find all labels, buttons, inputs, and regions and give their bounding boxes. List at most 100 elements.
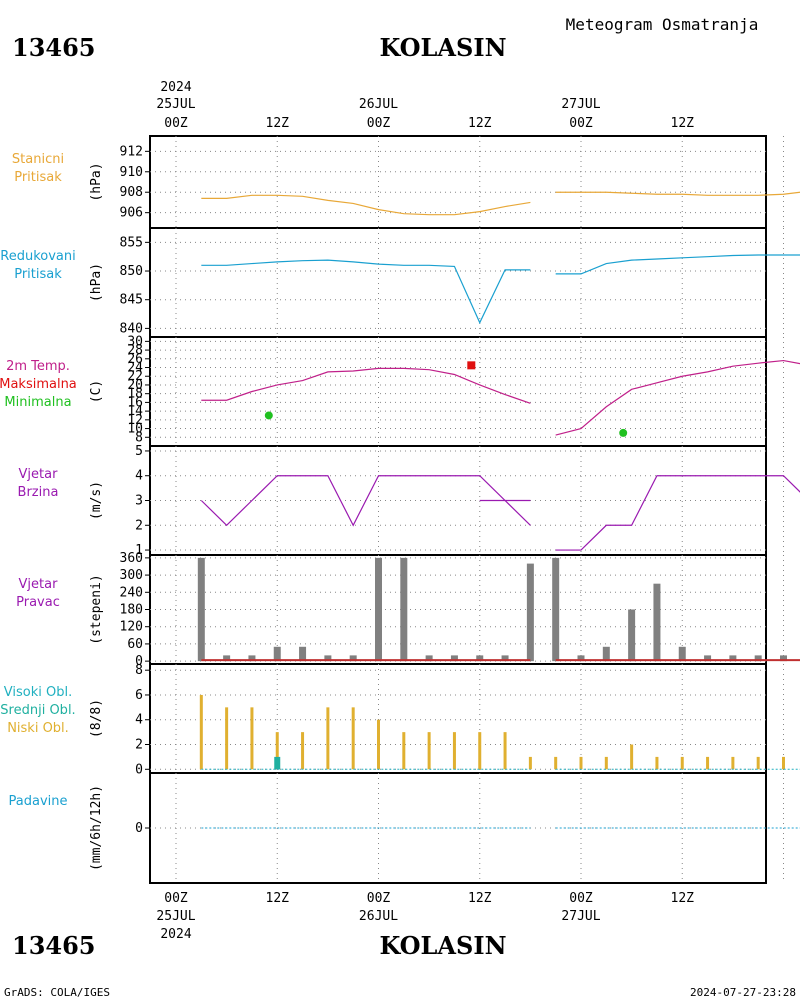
panel-frame (149, 336, 767, 447)
direction-bar (653, 583, 661, 662)
series-label: Brzina (18, 485, 59, 500)
y-tick-label: 2 (135, 738, 143, 753)
y-tick-label: 28 (127, 343, 143, 358)
date-hour: 12Z (266, 891, 290, 906)
date-day: 27JUL (561, 97, 600, 112)
series-label: Redukovani (0, 249, 75, 264)
date-hour: 00Z (367, 891, 391, 906)
y-tick-label: 60 (127, 637, 143, 652)
direction-bar (349, 655, 357, 662)
station-id-bottom: 13465 (12, 931, 96, 960)
station-name-bottom: KOLASIN (379, 931, 506, 960)
direction-bar (324, 655, 332, 662)
direction-bar (577, 655, 585, 662)
series-label: Padavine (9, 794, 68, 809)
y-tick-label: 8 (135, 430, 143, 445)
cloud-low-bar (427, 732, 431, 770)
cloud-low-bar (301, 732, 305, 770)
y-tick-label: 845 (120, 293, 143, 308)
direction-bar (400, 557, 408, 662)
product-title: Meteogram Osmatranja (566, 15, 759, 34)
date-hour: 12Z (468, 116, 492, 131)
y-axis-label: (C) (89, 380, 104, 403)
date-day: 26JUL (359, 97, 398, 112)
series-label: Vjetar (19, 577, 59, 592)
series-line (201, 194, 531, 216)
panel-wind_direction: 0 60 120 180 240 300 360 (stepeni) Vjetar Pravac (16, 551, 800, 669)
series-line (555, 254, 800, 275)
tmin-marker (264, 411, 273, 420)
tmax-marker (467, 361, 476, 370)
direction-bar (375, 557, 382, 662)
y-tick-label: 912 (120, 144, 143, 159)
y-tick-label: 8 (135, 663, 143, 678)
cloud-low-bar (225, 707, 229, 770)
station-id-top: 13465 (12, 33, 96, 62)
panel-wind_speed: 1 2 3 4 5 (m/s) Vjetar Brzina (18, 444, 800, 558)
cloud-low-bar (706, 756, 710, 770)
date-year: 2024 (160, 927, 191, 942)
series-label: Niski Obl. (7, 721, 69, 736)
y-tick-label: 855 (120, 235, 143, 250)
series-line (201, 367, 531, 404)
direction-bar (780, 655, 787, 662)
direction-bar (754, 655, 762, 662)
date-hour: 00Z (164, 891, 188, 906)
panel-clouds: 0 2 4 6 8 (8/8) Visoki Obl. Srednji Obl. Niski O… (0, 663, 800, 777)
y-tick-label: 20 (127, 378, 143, 393)
date-hour: 00Z (569, 891, 593, 906)
series-line (479, 499, 531, 526)
cloud-low-bar (275, 732, 279, 770)
direction-bar (602, 646, 610, 662)
direction-bar (729, 655, 737, 662)
panel-frame (149, 554, 767, 665)
date-day: 25JUL (156, 909, 195, 924)
cloud-low-bar (680, 756, 684, 770)
date-hour: 12Z (671, 116, 695, 131)
direction-bar (248, 655, 256, 662)
y-axis-label: (8/8) (89, 699, 104, 738)
series-label: 2m Temp. (6, 359, 70, 374)
date-hour: 12Z (671, 891, 695, 906)
y-tick-label: 360 (120, 551, 143, 566)
panel-reduced_pressure: 840 845 850 855 (hPa) Redukovani Pritisak (0, 227, 800, 338)
date-year: 2024 (160, 80, 191, 95)
cloud-low-bar (604, 756, 608, 770)
y-tick-label: 0 (135, 821, 143, 836)
series-label: Srednji Obl. (0, 703, 75, 718)
y-tick-label: 12 (127, 413, 143, 428)
y-tick-label: 910 (120, 165, 143, 180)
date-hour: 00Z (569, 116, 593, 131)
date-day: 27JUL (561, 909, 600, 924)
y-tick-label: 120 (120, 620, 143, 635)
series-line (555, 475, 800, 551)
y-tick-label: 6 (135, 688, 143, 703)
panel-frame (149, 663, 767, 774)
direction-bar (197, 557, 205, 662)
date-hour: 12Z (266, 116, 290, 131)
cloud-low-bar (351, 707, 355, 770)
y-tick-label: 22 (127, 369, 143, 384)
direction-bar (526, 563, 534, 662)
series-label: Visoki Obl. (4, 685, 72, 700)
cloud-low-bar (199, 694, 203, 770)
direction-bar (299, 646, 307, 662)
tmin-marker (619, 428, 628, 437)
series-label: Maksimalna (0, 377, 77, 392)
direction-bar (273, 646, 281, 662)
y-tick-label: 24 (127, 361, 143, 376)
direction-bar (450, 655, 458, 662)
y-tick-label: 0 (135, 762, 143, 777)
y-tick-label: 16 (127, 395, 143, 410)
cloud-low-bar (731, 756, 735, 770)
direction-bar (501, 655, 509, 662)
y-tick-label: 10 (127, 422, 143, 437)
direction-bar (425, 655, 433, 662)
direction-bar (552, 557, 560, 662)
series-label: Minimalna (4, 395, 71, 410)
panel-frame (149, 445, 767, 556)
y-tick-label: 2 (135, 518, 143, 533)
cloud-low-bar (402, 732, 406, 770)
y-tick-label: 3 (135, 494, 143, 509)
